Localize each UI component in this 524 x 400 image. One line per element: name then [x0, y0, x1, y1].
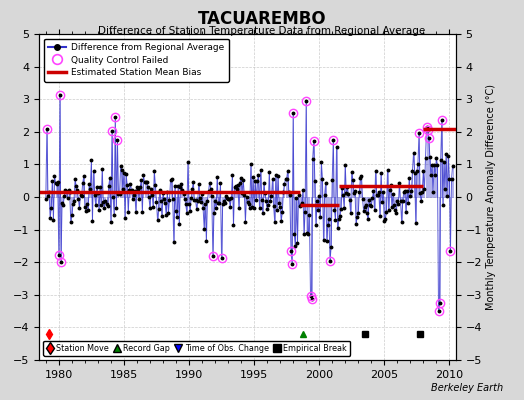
Text: Difference of Station Temperature Data from Regional Average: Difference of Station Temperature Data f… [99, 26, 425, 36]
Y-axis label: Monthly Temperature Anomaly Difference (°C): Monthly Temperature Anomaly Difference (… [486, 84, 496, 310]
Legend: Station Move, Record Gap, Time of Obs. Change, Empirical Break: Station Move, Record Gap, Time of Obs. C… [43, 340, 351, 356]
Text: TACUAREMBO: TACUAREMBO [198, 10, 326, 28]
Text: Berkeley Earth: Berkeley Earth [431, 383, 503, 393]
